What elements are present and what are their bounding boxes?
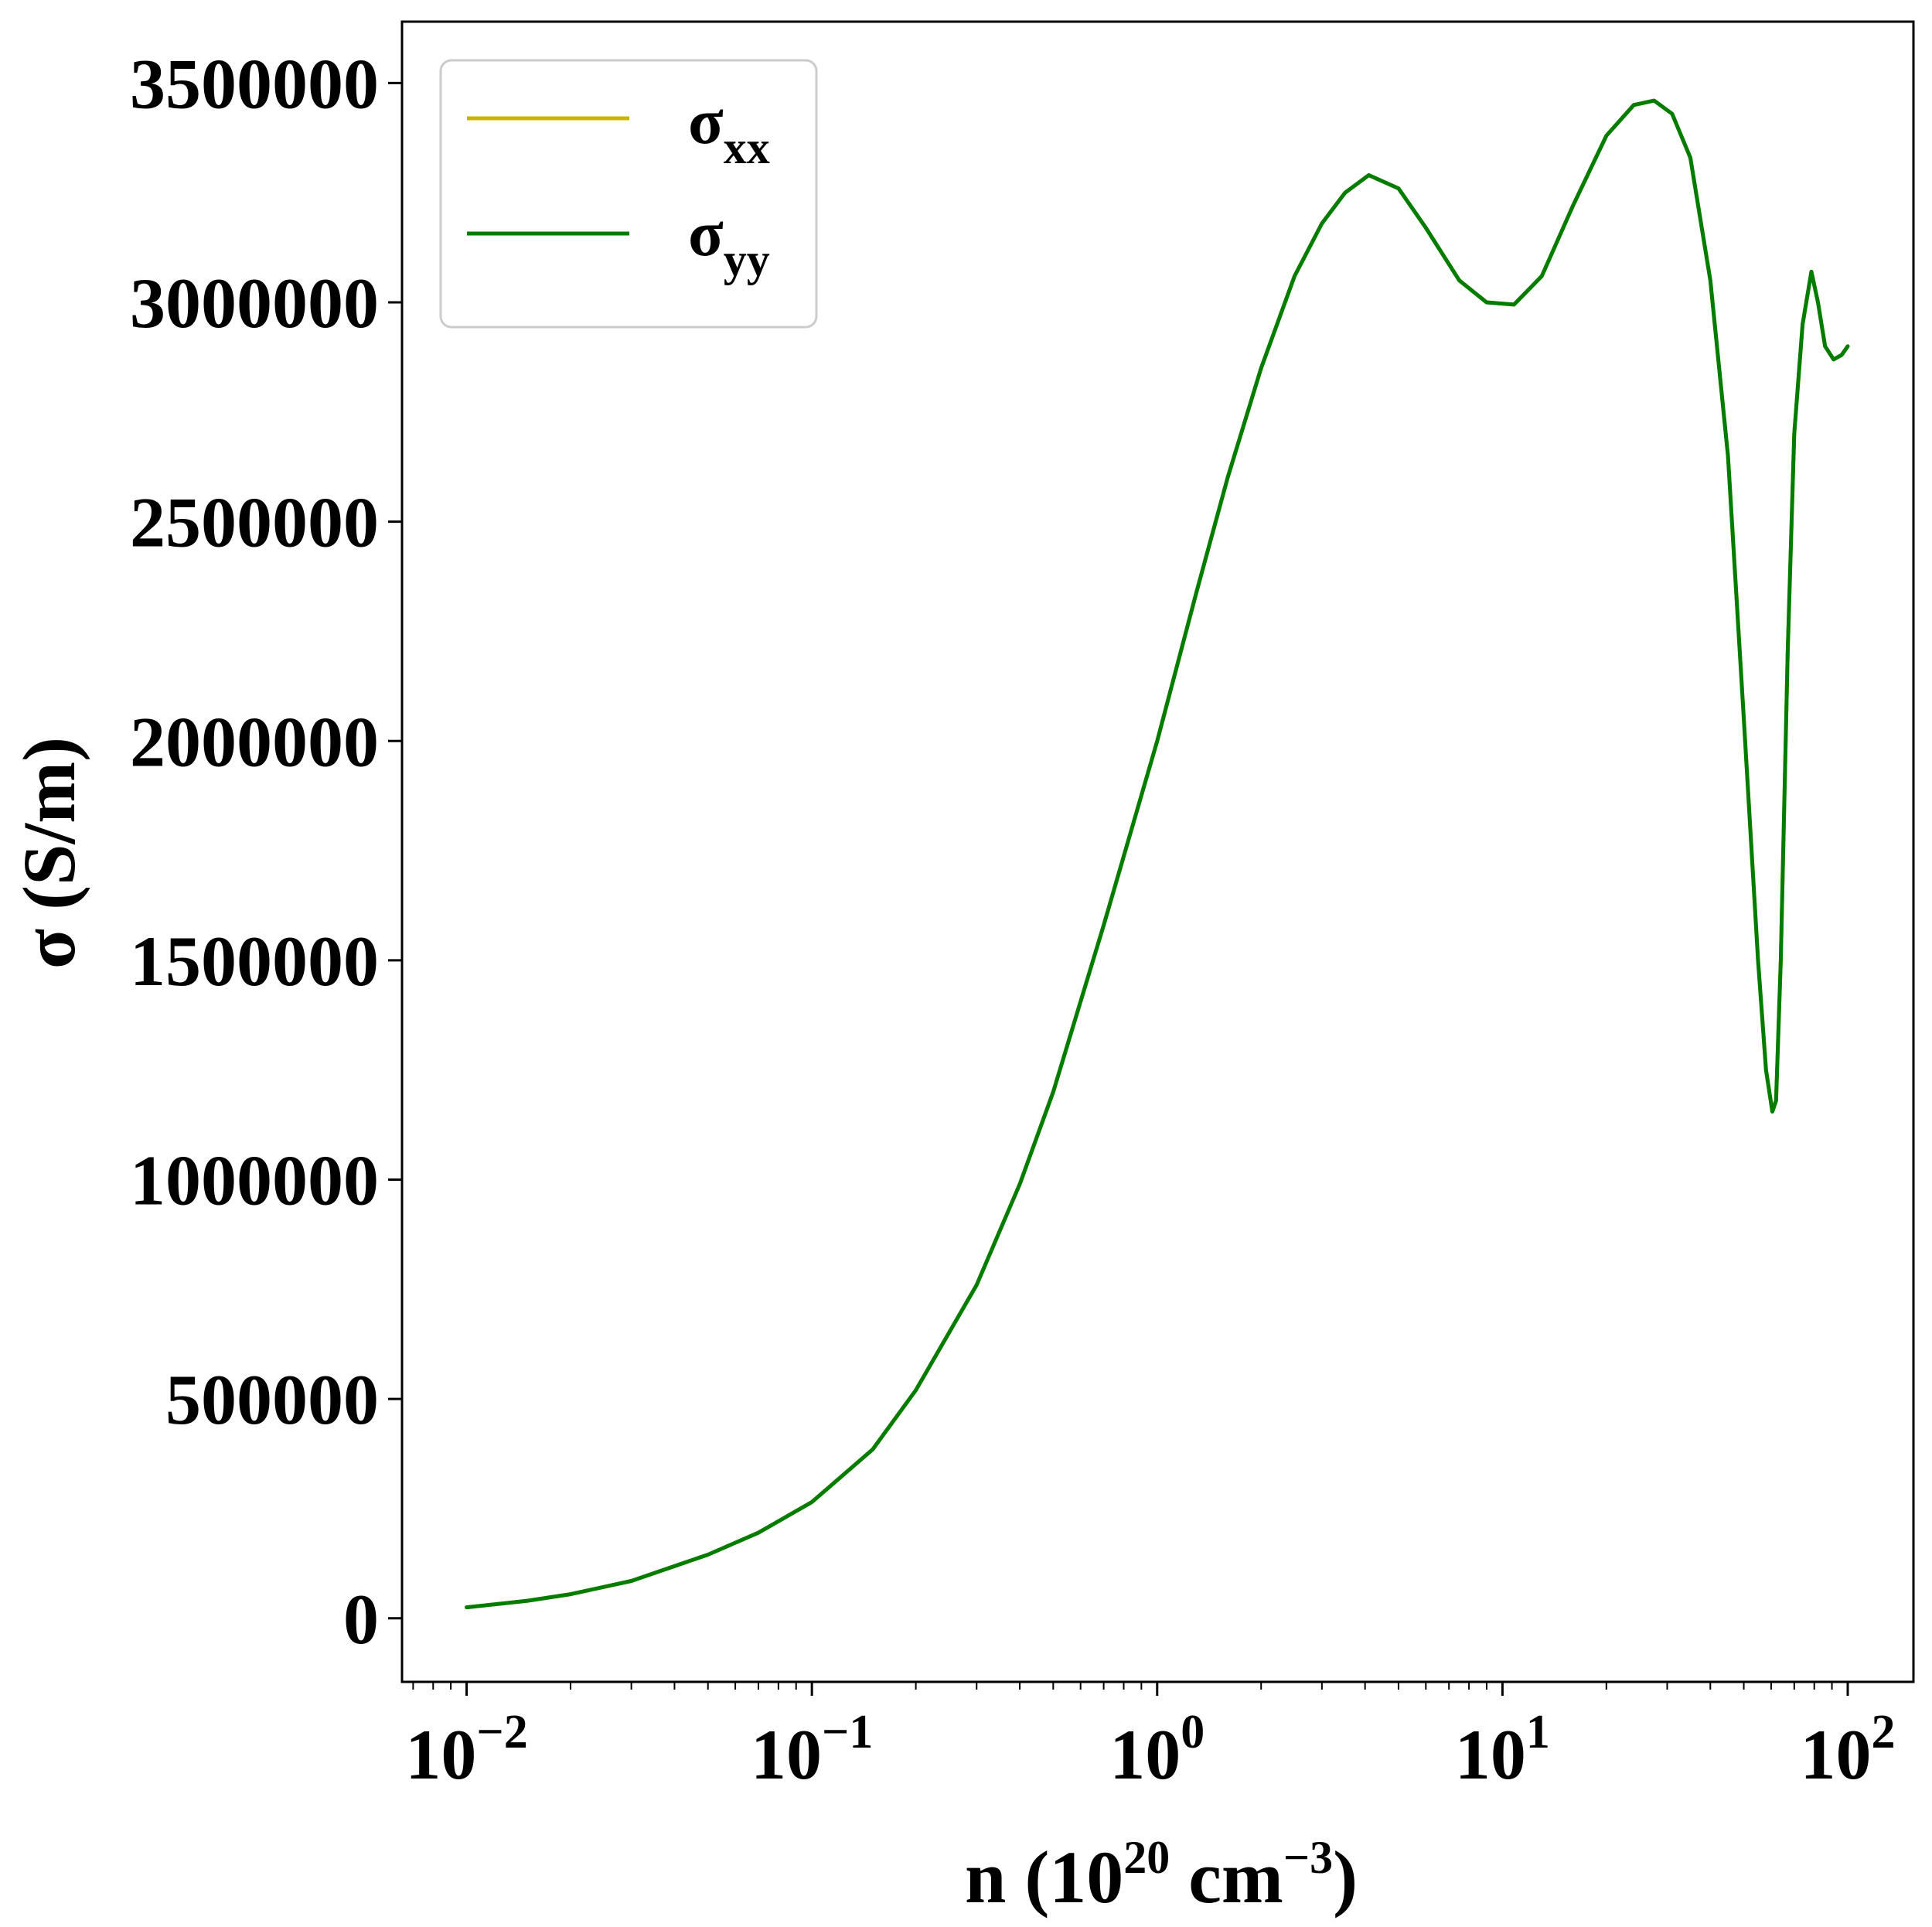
x-tick-label: 10−2	[405, 1706, 527, 1794]
y-tick-label: 1000000	[130, 1141, 379, 1220]
x-axis-ticks: 10−2 10−1 100 101 102	[405, 1682, 1895, 1794]
x-tick-label: 10−1	[751, 1706, 873, 1794]
legend-box	[439, 59, 818, 329]
y-tick-label: 3500000	[130, 44, 379, 123]
series-line-sigma-yy	[465, 98, 1850, 1610]
y-tick-label: 1500000	[130, 922, 379, 1001]
y-axis-label: σ (S/m)	[8, 737, 90, 969]
y-tick-label: 2500000	[130, 483, 379, 562]
legend: σxx σyy	[439, 59, 818, 329]
y-tick-label: 500000	[165, 1360, 379, 1439]
y-tick-label: 2000000	[130, 702, 379, 781]
series-layer	[465, 98, 1850, 1610]
legend-label-sigma-xx: σxx	[688, 86, 770, 173]
x-tick-label: 101	[1455, 1706, 1550, 1794]
x-tick-label: 100	[1109, 1706, 1205, 1794]
x-axis-label: n (1020 cm−3)	[965, 1832, 1358, 1918]
legend-label-sigma-yy: σyy	[688, 198, 770, 285]
y-axis-ticks: 0 500000 1000000 1500000 2000000 2500000 30000…	[130, 44, 402, 1659]
y-tick-label: 3000000	[130, 264, 379, 343]
x-tick-label: 102	[1800, 1706, 1895, 1794]
y-tick-label: 0	[343, 1580, 379, 1659]
